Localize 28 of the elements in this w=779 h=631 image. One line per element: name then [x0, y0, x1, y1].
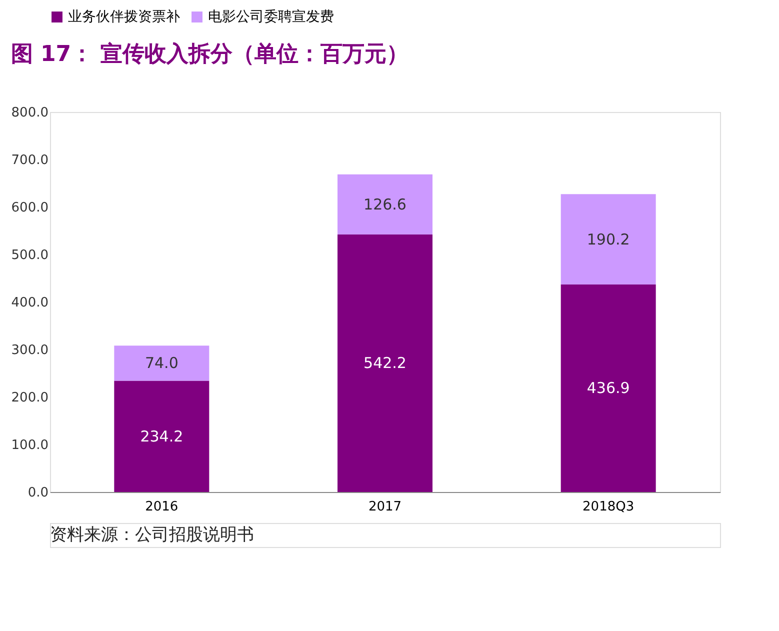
bar: [338, 174, 432, 234]
data-label: 542.2: [364, 354, 406, 372]
bar: [560, 284, 656, 492]
y-tick-label: 200.0: [11, 390, 48, 406]
y-tick-label: 700.0: [11, 153, 48, 168]
bar: [338, 234, 432, 492]
data-label: 190.2: [586, 230, 630, 248]
y-tick-label: 400.0: [11, 296, 48, 310]
x-tick-label: 2017: [368, 500, 402, 514]
bar: [560, 194, 656, 284]
data-label: 126.6: [364, 195, 406, 214]
chart-title: 图 17： 宣传收入拆分（单位：百万元）: [10, 41, 409, 67]
text: 资料来源：公司招股说明书: [50, 525, 254, 545]
data-label: 234.2: [140, 427, 184, 446]
x-tick-label: 2016: [145, 500, 178, 514]
data-label: 74.0: [144, 354, 178, 372]
y-tick-label: 0.0: [28, 486, 48, 500]
x-tick-label: 2018Q3: [582, 500, 634, 514]
y-tick-label: 600.0: [11, 200, 48, 216]
legend-label: 电影公司委聘宣发费: [208, 9, 334, 25]
y-tick-label: 500.0: [11, 248, 48, 263]
legend-label: 业务伙伴拨资票补: [68, 9, 180, 25]
bar: [114, 346, 210, 381]
y-tick-label: 800.0: [11, 106, 48, 120]
data-label: 436.9: [586, 379, 630, 398]
y-tick-label: 100.0: [11, 438, 48, 453]
y-tick-label: 300.0: [11, 343, 48, 358]
bar: [114, 380, 210, 492]
